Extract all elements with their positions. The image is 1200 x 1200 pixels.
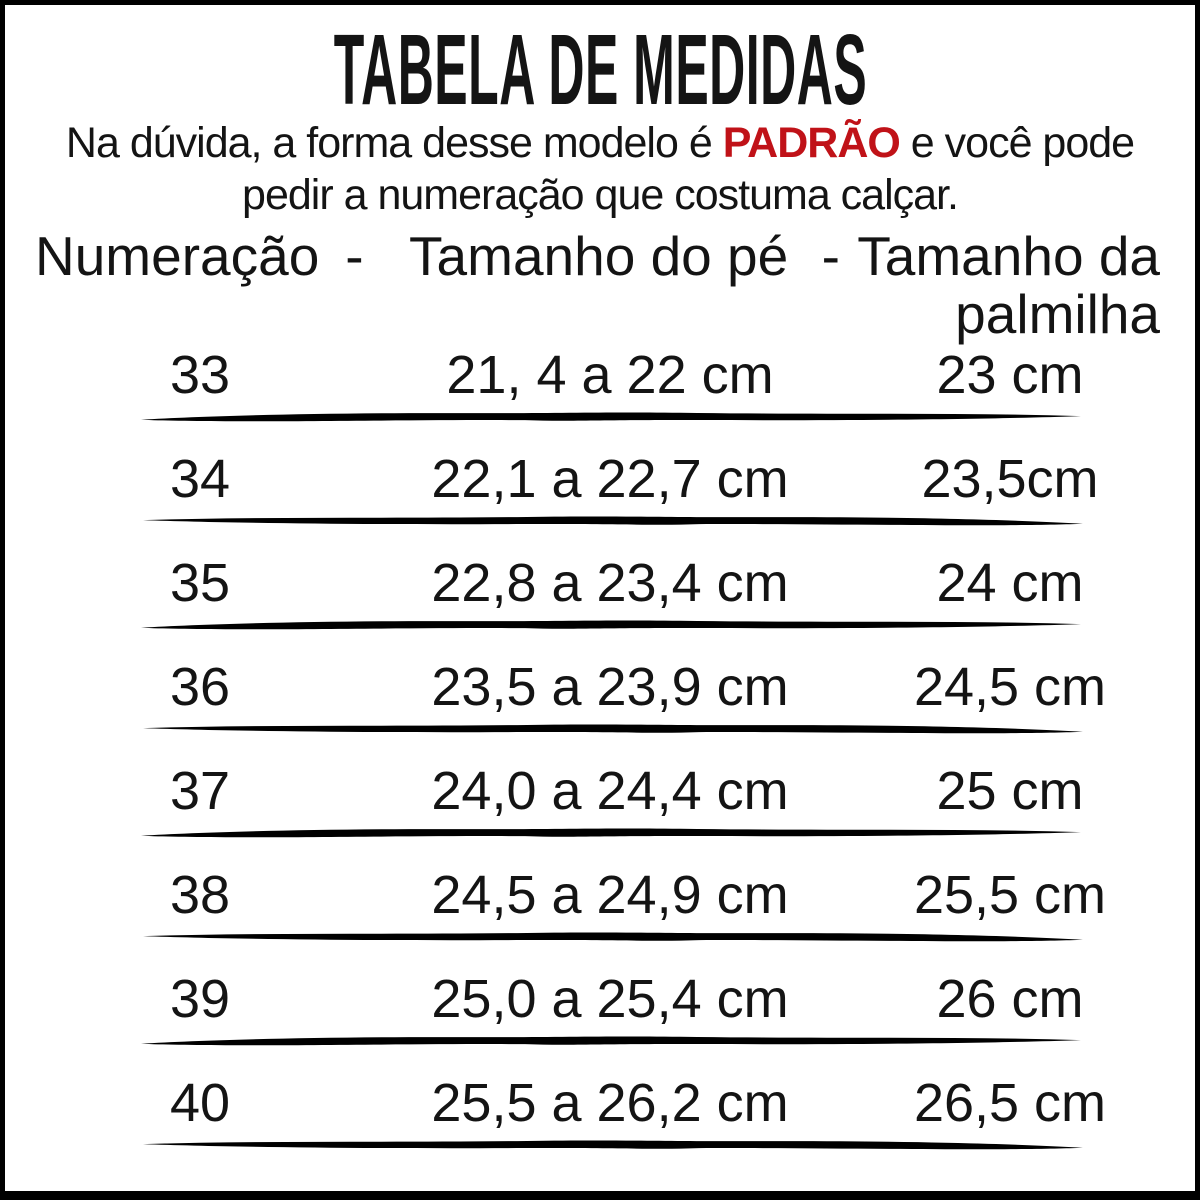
- table-body: 33 21, 4 a 22 cm 23 cm 34 22,1 a 22,7 cm…: [5, 345, 1195, 1177]
- insole-cell: 23,5cm: [921, 449, 1099, 509]
- table-row: 37 24,0 a 24,4 cm 25 cm: [5, 761, 1195, 865]
- header-numeracao: Numeração: [35, 225, 320, 287]
- header-separator-1: -: [345, 225, 364, 287]
- size-cell: 38: [169, 865, 231, 925]
- foot-cell: 22,8 a 23,4 cm: [431, 553, 789, 613]
- table-header: Numeração - Tamanho do pé - Tamanho da p…: [5, 221, 1195, 343]
- size-cell: 39: [169, 969, 231, 1029]
- foot-cell: 25,0 a 25,4 cm: [431, 969, 789, 1029]
- row-divider: [143, 516, 1083, 526]
- foot-cell: 23,5 a 23,9 cm: [431, 657, 789, 717]
- header-tamanho-palmilha: Tamanho da palmilha: [857, 225, 1160, 345]
- table-row: 34 22,1 a 22,7 cm 23,5cm: [5, 449, 1195, 553]
- insole-cell: 26,5 cm: [913, 1073, 1107, 1133]
- foot-cell: 22,1 a 22,7 cm: [431, 449, 789, 509]
- row-divider: [141, 1036, 1081, 1046]
- subtitle-highlight: PADRÃO: [722, 119, 901, 167]
- header-separator-2: -: [821, 225, 840, 287]
- row-divider: [143, 724, 1083, 734]
- row-divider: [143, 1140, 1083, 1150]
- foot-cell: 24,0 a 24,4 cm: [431, 761, 789, 821]
- page-title: TABELA DE MEDIDAS: [5, 14, 1195, 126]
- foot-cell: 25,5 a 26,2 cm: [431, 1073, 789, 1133]
- size-cell: 40: [169, 1073, 231, 1133]
- foot-cell: 21, 4 a 22 cm: [446, 345, 774, 405]
- table-row: 33 21, 4 a 22 cm 23 cm: [5, 345, 1195, 449]
- insole-cell: 25 cm: [936, 761, 1084, 821]
- size-cell: 37: [169, 761, 231, 821]
- subtitle-text-before: Na dúvida, a forma desse modelo é: [65, 119, 723, 167]
- row-divider: [143, 932, 1083, 942]
- table-row: 39 25,0 a 25,4 cm 26 cm: [5, 969, 1195, 1073]
- row-divider: [141, 828, 1081, 838]
- foot-cell: 24,5 a 24,9 cm: [431, 865, 789, 925]
- table-row: 35 22,8 a 23,4 cm 24 cm: [5, 553, 1195, 657]
- table-row: 36 23,5 a 23,9 cm 24,5 cm: [5, 657, 1195, 761]
- table-row: 38 24,5 a 24,9 cm 25,5 cm: [5, 865, 1195, 969]
- row-divider: [141, 620, 1081, 630]
- size-cell: 34: [169, 449, 231, 509]
- size-cell: 36: [169, 657, 231, 717]
- subtitle-line-2: pedir a numeração que costuma calçar.: [242, 171, 959, 219]
- subtitle: Na dúvida, a forma desse modelo é PADRÃO…: [5, 117, 1195, 221]
- row-divider: [141, 412, 1081, 422]
- header-tamanho-pe: Tamanho do pé: [409, 225, 789, 287]
- size-cell: 33: [169, 345, 231, 405]
- insole-cell: 23 cm: [936, 345, 1084, 405]
- insole-cell: 26 cm: [936, 969, 1084, 1029]
- table-row: 40 25,5 a 26,2 cm 26,5 cm: [5, 1073, 1195, 1177]
- insole-cell: 24,5 cm: [913, 657, 1107, 717]
- page-title-text: TABELA DE MEDIDAS: [333, 14, 867, 126]
- size-cell: 35: [169, 553, 231, 613]
- insole-cell: 25,5 cm: [913, 865, 1107, 925]
- subtitle-text-after: e você pode: [899, 119, 1135, 167]
- insole-cell: 24 cm: [936, 553, 1084, 613]
- subtitle-line-1: Na dúvida, a forma desse modelo é PADRÃO…: [5, 117, 1195, 169]
